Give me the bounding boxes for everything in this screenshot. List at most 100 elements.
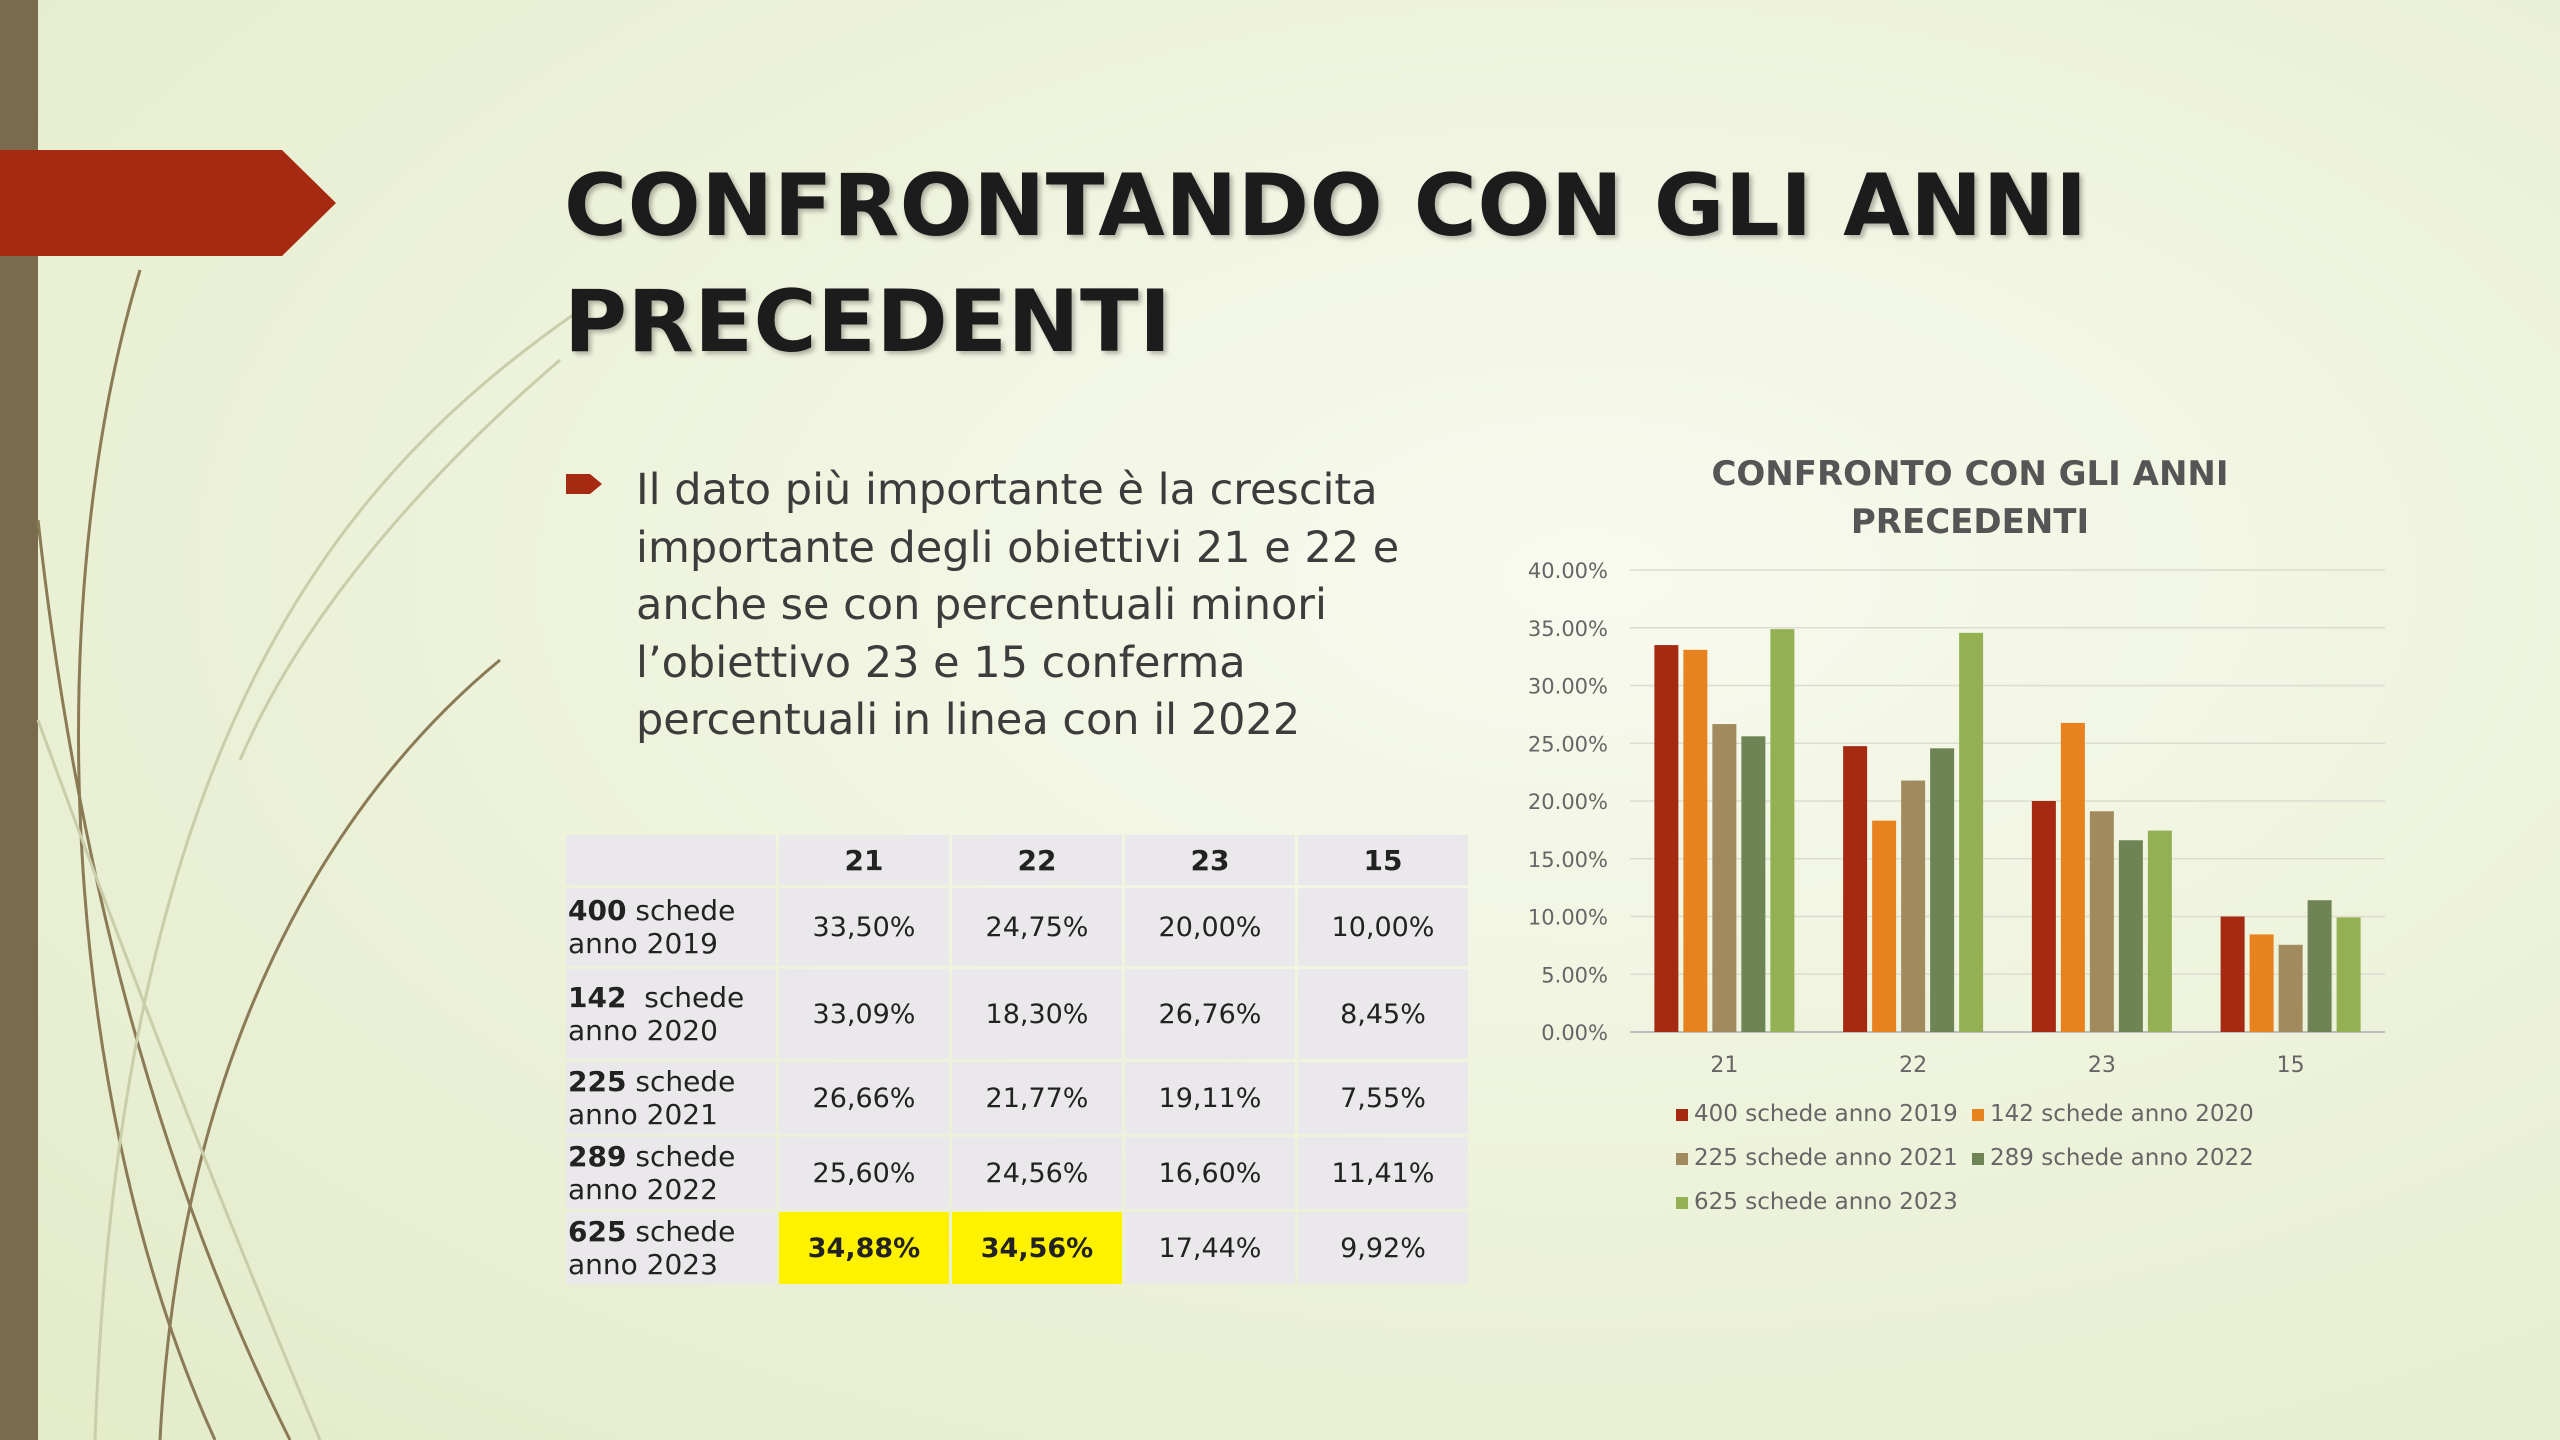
table-row: 625 schede anno 2023 34,88% 34,56% 17,44% 9,9…: [566, 1212, 1468, 1284]
legend-swatch: [1972, 1153, 1984, 1165]
row-label-line2: anno 2021: [568, 1098, 718, 1131]
bar: [2220, 916, 2245, 1032]
row-count: 625: [568, 1215, 627, 1248]
bar: [1872, 820, 1897, 1032]
row-label: 142 schede anno 2020: [566, 969, 776, 1059]
bar: [1843, 746, 1868, 1032]
row-count: 400: [568, 894, 627, 927]
bar: [1712, 724, 1737, 1032]
table-cell: 8,45%: [1298, 969, 1468, 1059]
chart-title-line: CONFRONTO CON GLI ANNI: [1711, 454, 2229, 494]
bar: [1901, 780, 1926, 1032]
bar: [2118, 840, 2143, 1032]
table-cell: 33,50%: [779, 888, 949, 966]
y-tick-label: 5.00%: [1541, 963, 1608, 987]
row-label: 625 schede anno 2023: [566, 1212, 776, 1284]
table-cell: 26,66%: [779, 1062, 949, 1134]
row-label-line1: schede: [626, 1215, 736, 1248]
legend-swatch: [1972, 1109, 1984, 1121]
table-cell: 10,00%: [1298, 888, 1468, 966]
table-cell: 19,11%: [1125, 1062, 1295, 1134]
bar: [2060, 722, 2085, 1032]
table-cell: 18,30%: [952, 969, 1122, 1059]
table-cell: 20,00%: [1125, 888, 1295, 966]
bar: [1654, 645, 1679, 1032]
legend-swatch: [1676, 1197, 1688, 1209]
arrow-bullet-icon: [566, 474, 602, 494]
y-tick-label: 0.00%: [1541, 1021, 1608, 1045]
bar: [1683, 649, 1708, 1032]
table-row: 142 schede anno 2020 33,09% 18,30% 26,76% 8,4…: [566, 969, 1468, 1059]
title-accent-arrow: [0, 150, 336, 256]
bar: [2147, 830, 2172, 1032]
table-row: 400 schede anno 2019 33,50% 24,75% 20,00% 10,…: [566, 888, 1468, 966]
table-cell: 24,75%: [952, 888, 1122, 966]
table-cell: 7,55%: [1298, 1062, 1468, 1134]
y-tick-label: 15.00%: [1528, 848, 1608, 872]
y-tick-label: 20.00%: [1528, 790, 1608, 814]
bar-chart: 0.00% 5.00% 10.00% 15.00% 20.00% 25.00% 30.00%…: [1528, 559, 2385, 1215]
table-cell: 11,41%: [1298, 1137, 1468, 1209]
table-row: 225 schede anno 2021 26,66% 21,77% 19,11% 7,5…: [566, 1062, 1468, 1134]
table-cell: 21,77%: [952, 1062, 1122, 1134]
bullet-text: Il dato più importante è la crescita imp…: [636, 465, 1400, 745]
chart-title: CONFRONTO CON GLI ANNI PRECEDENTI: [1600, 450, 2340, 546]
row-label: 400 schede anno 2019: [566, 888, 776, 966]
row-label-line2: anno 2019: [568, 927, 718, 960]
table-header-row: 21 22 23 15: [566, 835, 1468, 885]
table-cell: 9,92%: [1298, 1212, 1468, 1284]
y-tick-label: 10.00%: [1528, 906, 1608, 930]
bar: [1741, 736, 1766, 1032]
row-label: 225 schede anno 2021: [566, 1062, 776, 1134]
legend-swatch: [1676, 1109, 1688, 1121]
table-cell: 17,44%: [1125, 1212, 1295, 1284]
table-header-cell: 22: [952, 835, 1122, 885]
bar: [2249, 934, 2274, 1032]
slide-title: CONFRONTANDO CON GLI ANNI PRECEDENTI: [564, 156, 2088, 372]
row-label-line1: schede: [626, 894, 736, 927]
row-label-line2: anno 2020: [568, 1014, 718, 1047]
row-label-line2: anno 2023: [568, 1248, 718, 1281]
row-label-line2: anno 2022: [568, 1173, 718, 1206]
row-count: 142: [568, 981, 627, 1014]
table-cell: 16,60%: [1125, 1137, 1295, 1209]
bar: [1770, 629, 1795, 1032]
y-tick-label: 35.00%: [1528, 617, 1608, 641]
bar: [1959, 632, 1984, 1032]
table-cell: 34,88%: [779, 1212, 949, 1284]
comparison-table: 21 22 23 15 400 schede anno 2019 33,50% 24,…: [563, 832, 1471, 1287]
x-tick-label: 23: [2088, 1053, 2116, 1078]
bar: [2031, 801, 2056, 1032]
legend-label: 142 schede anno 2020: [1990, 1101, 2254, 1127]
y-tick-label: 40.00%: [1528, 559, 1608, 583]
table-cell: 34,56%: [952, 1212, 1122, 1284]
legend-label: 289 schede anno 2022: [1990, 1145, 2254, 1171]
legend-swatch: [1676, 1153, 1688, 1165]
bar: [2278, 944, 2303, 1032]
row-label-line1: schede: [626, 1140, 736, 1173]
table-header-cell: [566, 835, 776, 885]
row-count: 289: [568, 1140, 627, 1173]
table-header-cell: 23: [1125, 835, 1295, 885]
table-header-cell: 15: [1298, 835, 1468, 885]
x-tick-label: 22: [1899, 1053, 1927, 1078]
table-cell: 33,09%: [779, 969, 949, 1059]
chart-title-line: PRECEDENTI: [1850, 502, 2090, 542]
table-header-cell: 21: [779, 835, 949, 885]
row-label-line1: schede: [626, 981, 745, 1014]
legend-label: 400 schede anno 2019: [1694, 1101, 1958, 1127]
legend-label: 625 schede anno 2023: [1694, 1189, 1958, 1215]
bar: [2307, 900, 2332, 1032]
y-tick-label: 25.00%: [1528, 732, 1608, 756]
legend-label: 225 schede anno 2021: [1694, 1145, 1958, 1171]
x-tick-label: 15: [2277, 1053, 2305, 1078]
bar: [2336, 917, 2361, 1032]
x-tick-label: 21: [1710, 1053, 1738, 1078]
table-cell: 24,56%: [952, 1137, 1122, 1209]
table-cell: 26,76%: [1125, 969, 1295, 1059]
row-label: 289 schede anno 2022: [566, 1137, 776, 1209]
bar: [2089, 811, 2114, 1032]
bar: [1930, 748, 1955, 1032]
y-tick-label: 30.00%: [1528, 675, 1608, 699]
row-count: 225: [568, 1065, 627, 1098]
